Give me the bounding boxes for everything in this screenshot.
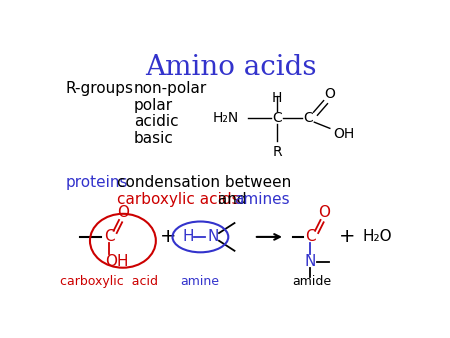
Text: +: + xyxy=(338,227,355,246)
Text: amine: amine xyxy=(180,275,219,288)
Text: carboxylic acids: carboxylic acids xyxy=(117,192,239,207)
Text: amines: amines xyxy=(234,192,290,207)
Text: H₂N: H₂N xyxy=(212,111,238,125)
Text: polar: polar xyxy=(134,98,173,113)
Text: H: H xyxy=(182,230,194,244)
Text: R-groups: R-groups xyxy=(66,80,134,96)
Text: C: C xyxy=(272,111,282,125)
Text: C: C xyxy=(305,230,316,244)
Text: and: and xyxy=(213,192,251,207)
Text: proteins: proteins xyxy=(66,175,128,190)
Text: O: O xyxy=(324,88,335,101)
Text: OH: OH xyxy=(333,127,354,141)
Text: basic: basic xyxy=(134,131,174,146)
Text: R: R xyxy=(272,145,282,159)
Text: acidic: acidic xyxy=(134,115,178,129)
Text: C: C xyxy=(303,111,313,125)
Text: Amino acids: Amino acids xyxy=(145,54,316,81)
Text: C: C xyxy=(104,230,114,244)
Text: +: + xyxy=(160,227,177,246)
Text: amide: amide xyxy=(292,275,332,288)
Text: O: O xyxy=(319,205,330,220)
Text: OH: OH xyxy=(105,254,129,269)
Text: N: N xyxy=(207,230,219,244)
Text: N: N xyxy=(305,254,316,269)
Text: carboxylic  acid: carboxylic acid xyxy=(60,275,158,288)
Text: condensation between: condensation between xyxy=(117,175,291,190)
Text: H: H xyxy=(272,91,282,104)
Text: O: O xyxy=(117,205,129,220)
Text: non-polar: non-polar xyxy=(134,80,207,96)
Text: H₂O: H₂O xyxy=(362,230,392,244)
